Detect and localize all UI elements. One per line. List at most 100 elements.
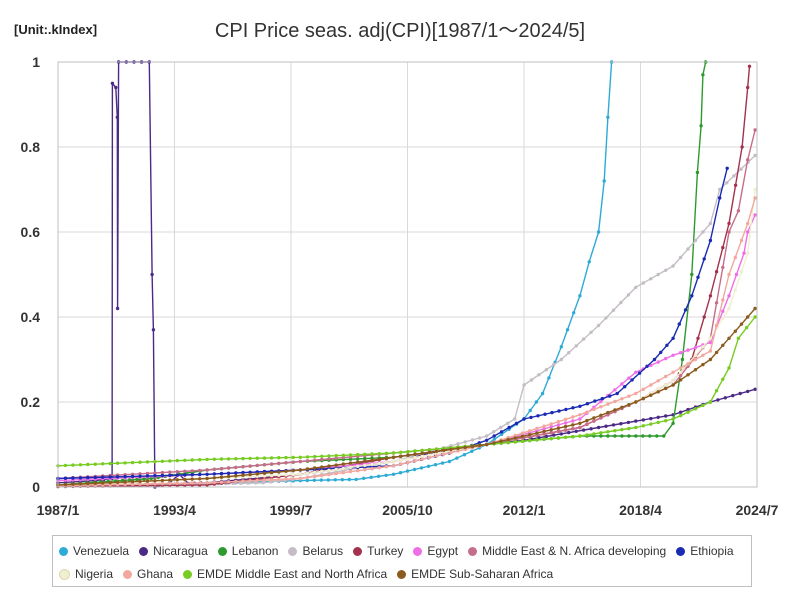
data-point <box>708 349 713 353</box>
data-point <box>485 438 489 442</box>
data-point <box>513 436 518 440</box>
data-point <box>592 407 596 412</box>
data-point <box>320 469 324 473</box>
data-point <box>585 418 589 423</box>
data-point <box>219 457 224 461</box>
data-point <box>427 453 432 457</box>
data-point <box>701 353 705 357</box>
data-point <box>645 364 649 368</box>
data-point <box>198 458 202 462</box>
data-point <box>291 477 295 481</box>
data-point <box>138 460 142 464</box>
data-point <box>542 429 546 434</box>
data-point <box>708 400 713 404</box>
data-point <box>115 115 120 120</box>
data-point <box>284 455 288 460</box>
data-point <box>626 293 631 297</box>
data-point <box>695 170 700 175</box>
data-point <box>130 482 135 486</box>
data-point <box>175 478 179 482</box>
data-point <box>727 366 731 370</box>
data-point <box>701 362 705 367</box>
data-point <box>592 432 596 436</box>
data-point <box>753 128 757 132</box>
data-point <box>183 481 187 485</box>
data-point <box>567 351 571 355</box>
data-point <box>160 478 165 483</box>
data-point <box>528 429 532 433</box>
data-point <box>549 428 553 432</box>
data-point <box>678 370 683 374</box>
data-point <box>542 427 546 431</box>
data-point <box>641 281 645 285</box>
data-point <box>420 457 424 461</box>
data-point <box>611 423 616 427</box>
legend-marker <box>123 569 133 579</box>
data-point <box>620 397 624 401</box>
data-point <box>634 370 638 374</box>
data-point <box>693 353 698 357</box>
data-point <box>398 471 403 475</box>
data-point <box>585 433 589 437</box>
data-point <box>305 478 309 483</box>
data-point <box>114 85 118 90</box>
data-point <box>596 323 601 328</box>
data-point <box>241 479 245 483</box>
data-point <box>434 454 439 458</box>
data-point <box>571 406 575 410</box>
data-point <box>262 474 267 478</box>
data-point <box>563 435 568 439</box>
legend-marker <box>468 546 478 556</box>
data-point <box>686 407 690 412</box>
data-point <box>160 470 165 475</box>
data-point <box>277 456 281 460</box>
data-point <box>746 230 750 234</box>
data-point <box>419 466 424 470</box>
data-point <box>599 431 603 435</box>
data-point <box>678 373 683 378</box>
data-point <box>718 196 722 200</box>
data-point <box>123 474 127 479</box>
data-point <box>664 414 668 418</box>
legend-item: Turkey <box>353 542 403 560</box>
x-tick-label: 1993/4 <box>153 502 196 518</box>
data-point <box>542 432 546 436</box>
data-point <box>571 419 575 423</box>
data-point <box>708 238 713 243</box>
legend-label: Egypt <box>427 544 459 558</box>
data-point <box>175 473 179 477</box>
data-point <box>578 434 582 438</box>
legend-item: Middle East & N. Africa developing <box>468 542 666 560</box>
data-point <box>623 385 627 389</box>
data-point <box>334 456 338 460</box>
data-point <box>198 468 202 473</box>
series-line <box>57 66 751 488</box>
data-point <box>391 464 396 468</box>
data-point <box>420 448 424 453</box>
data-point <box>406 450 410 454</box>
legend-item: Venezuela <box>59 542 129 560</box>
data-point <box>678 378 683 382</box>
data-point <box>739 270 744 274</box>
data-point <box>312 478 316 482</box>
data-point <box>656 420 660 425</box>
data-point <box>153 474 157 478</box>
data-point <box>727 336 731 340</box>
data-point <box>492 437 496 442</box>
data-point <box>649 422 653 426</box>
series-ghana <box>56 196 757 488</box>
data-point <box>333 478 337 482</box>
data-point <box>234 465 238 470</box>
data-point <box>135 477 139 482</box>
data-point <box>727 306 731 311</box>
data-point <box>529 378 534 382</box>
data-point <box>334 463 338 467</box>
data-point <box>269 473 274 478</box>
data-point <box>656 387 660 391</box>
data-point <box>599 405 603 409</box>
data-point <box>262 471 267 475</box>
data-point <box>544 368 549 372</box>
data-point <box>556 426 561 430</box>
data-point <box>78 463 83 467</box>
data-point <box>377 457 381 461</box>
